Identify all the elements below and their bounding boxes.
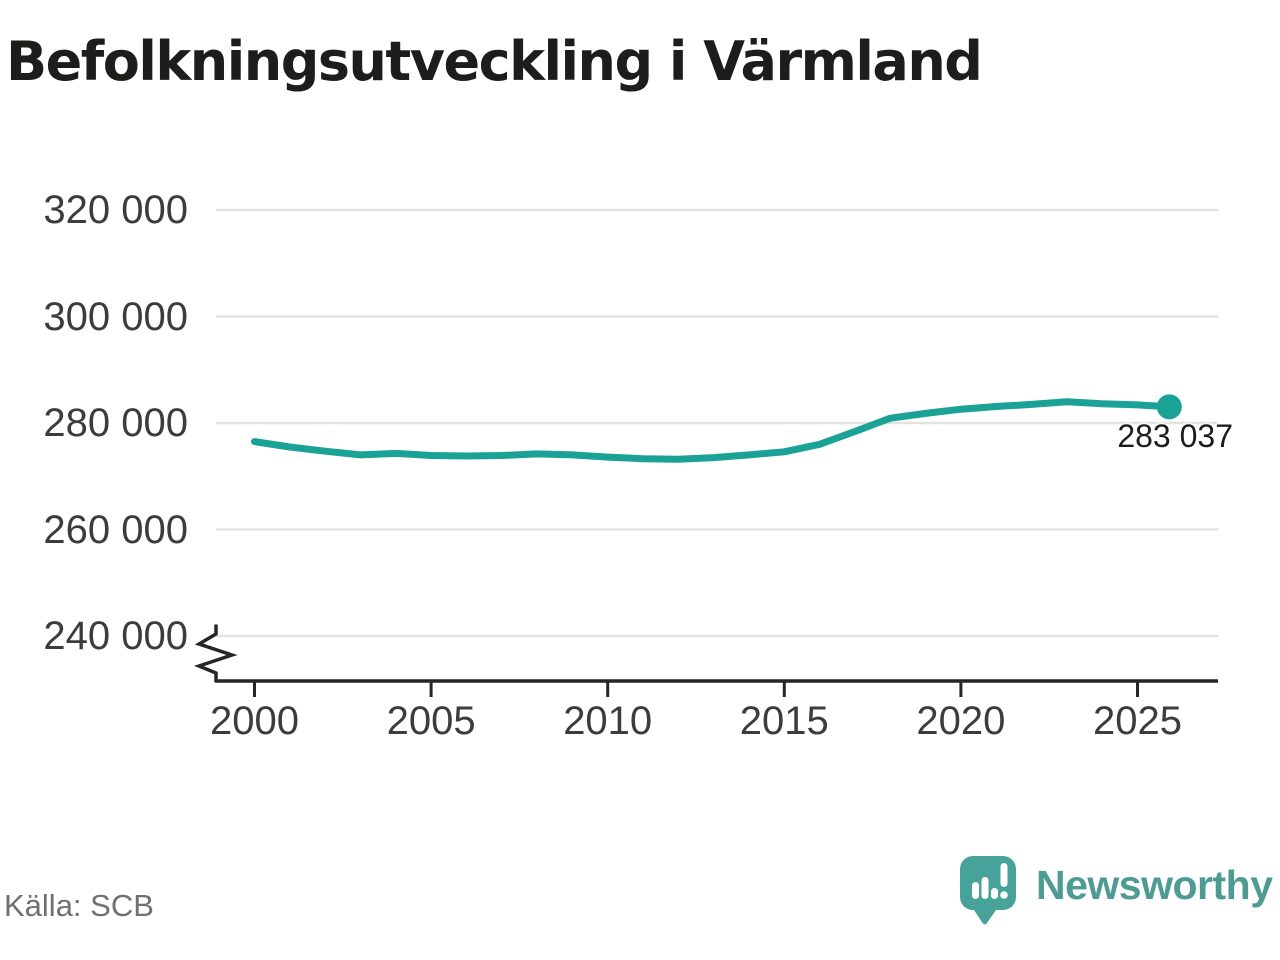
logo-bars-icon xyxy=(972,863,1008,899)
gridlines-group xyxy=(216,208,1218,638)
x-tick-marks-group xyxy=(253,681,1139,697)
newsworthy-brand: Newsworthy xyxy=(960,854,1273,930)
chart-title: Befolkningsutveckling i Värmland xyxy=(6,30,983,93)
newsworthy-wordmark: Newsworthy xyxy=(1036,862,1273,908)
x-tick-label: 2025 xyxy=(1093,699,1182,743)
newsworthy-logo-icon xyxy=(960,856,1016,925)
source-label: Källa: SCB xyxy=(4,888,154,923)
axis-break-icon xyxy=(193,624,238,683)
x-tick-label: 2005 xyxy=(386,699,476,743)
x-tick-label: 2010 xyxy=(563,699,653,743)
y-tick-label: 260 000 xyxy=(43,507,188,552)
y-tick-label: 320 000 xyxy=(43,188,188,232)
y-tick-label: 280 000 xyxy=(43,401,188,445)
y-tick-label: 240 000 xyxy=(43,614,188,658)
x-tick-label: 2000 xyxy=(210,699,299,743)
series-line xyxy=(251,398,1173,463)
x-tick-label: 2015 xyxy=(739,699,829,743)
series-end-dot xyxy=(1156,394,1182,420)
y-tick-label: 300 000 xyxy=(43,294,188,339)
end-value-label: 283 037 xyxy=(1117,418,1233,454)
x-tick-label: 2020 xyxy=(916,699,1006,743)
